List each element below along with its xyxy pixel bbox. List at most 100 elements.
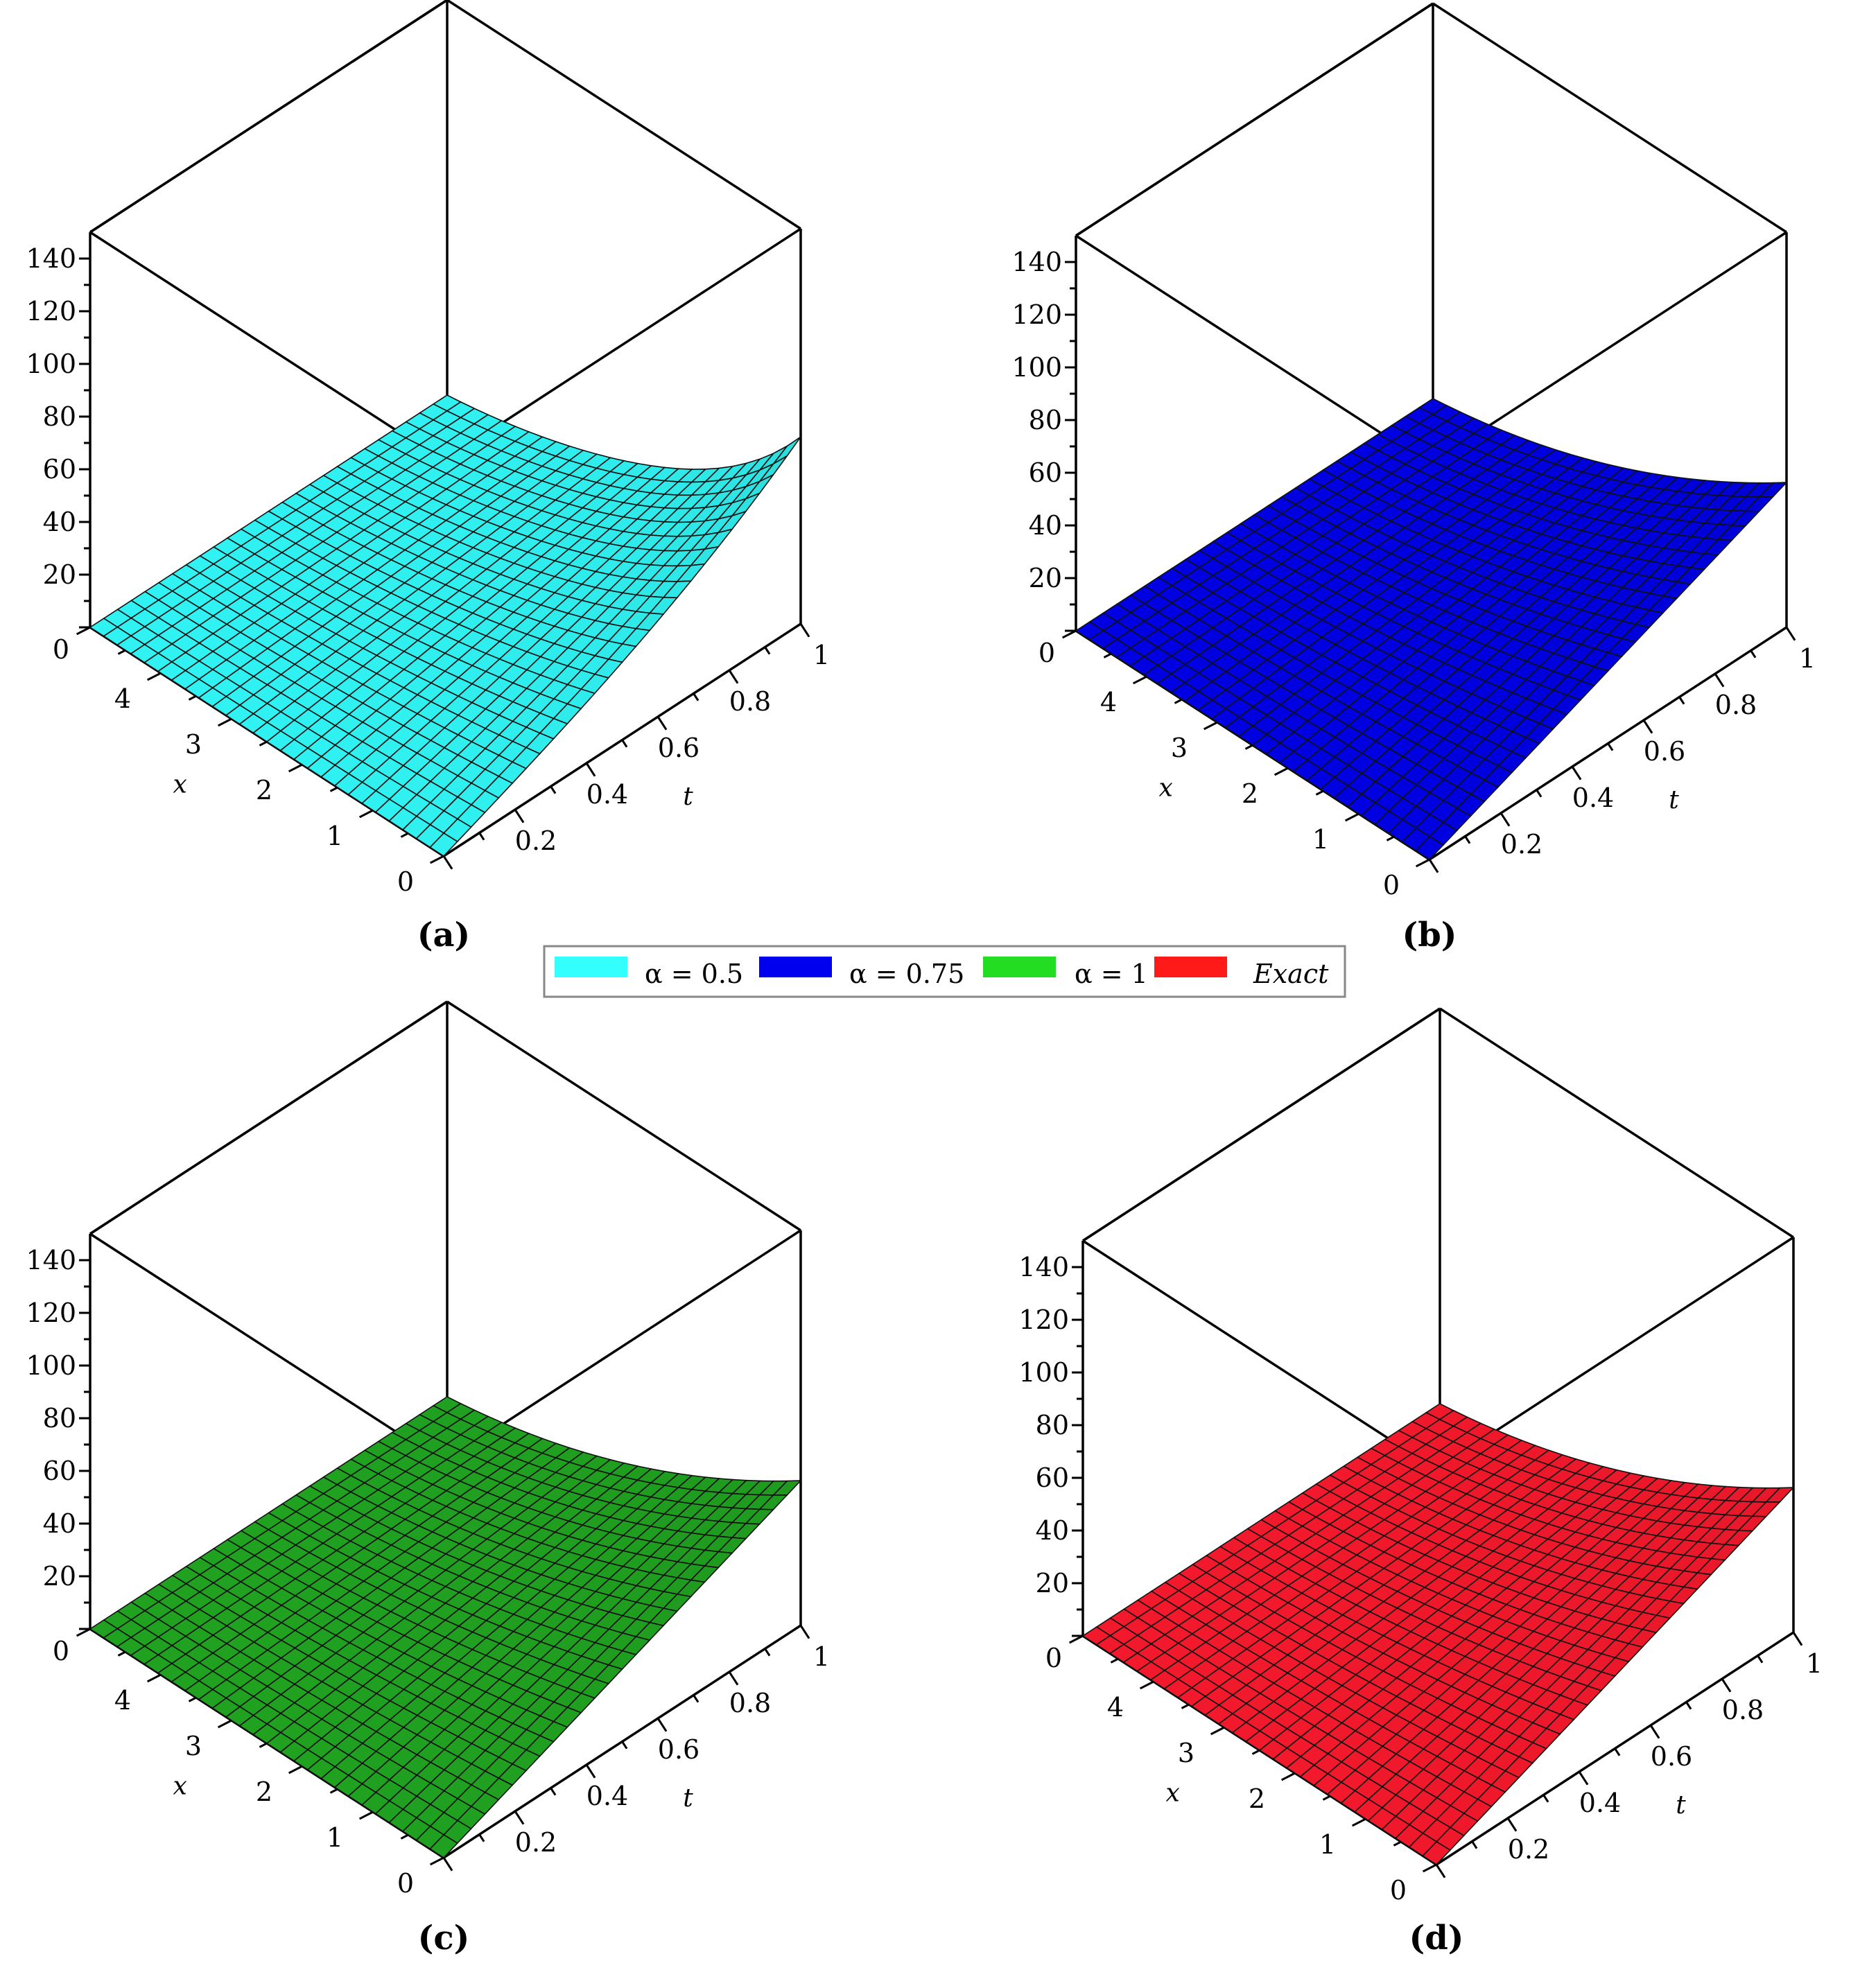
x-tick [76,626,91,636]
t-tick-label: 0.4 [1579,1788,1621,1818]
surface-plot-3: 2040608010012014001234x0.20.40.60.81t0(c… [26,1000,830,1958]
z-tick-label: 80 [1036,1410,1069,1440]
z-axis: 20 40 60 80 100 120 140 [26,243,90,629]
t-tick-label: 0.6 [1651,1741,1692,1772]
z-tick-label: 20 [43,559,76,590]
x-tick [1132,675,1147,685]
x-tick [1103,652,1112,659]
x-tick-label: 4 [1100,687,1117,717]
t-tick [1714,673,1725,688]
x-tick [1315,790,1324,796]
z-tick-label: 80 [43,401,76,432]
t-axis: 0.2 0.4 0.6 0.8 1 t [1428,627,1816,873]
box-edge [89,231,444,462]
panel-label: (d) [1409,1919,1464,1958]
t-tick [1506,1817,1518,1832]
x-tick-label: 3 [1178,1738,1194,1768]
t-tick [764,1648,771,1657]
x-axis-label: x [173,771,187,799]
x-axis-label: x [1166,1779,1180,1808]
t-tick [1678,696,1685,705]
t-tick-label: 1 [1799,643,1816,674]
x-tick [1415,858,1430,868]
panel-label: (b) [1402,916,1457,954]
t-tick [585,1764,596,1779]
t-tick [657,716,668,731]
legend: α = 0.5 α = 0.75 α = 1 Exact [543,945,1346,998]
x-tick [358,1811,374,1820]
x-tick [259,740,268,747]
x-tick [429,855,444,864]
t-tick [1471,1840,1478,1849]
t-tick-label: 1 [813,1641,830,1672]
x-tick [1251,1749,1260,1755]
legend-swatch-exact [1154,957,1227,977]
t-tick [799,623,810,638]
legend-label-alpha-1: α = 1 [1075,959,1148,989]
t-tick-label: 0.4 [586,779,628,810]
z-tick-label: 60 [1036,1463,1069,1493]
z-tick-label: 140 [26,243,76,274]
t-tick [1435,1864,1446,1878]
z-tick-label: 80 [1029,405,1062,435]
t-tick [1571,766,1582,781]
t-axis: 0.2 0.4 0.6 0.8 1 t [1435,1632,1823,1878]
surface-cell [1422,1840,1452,1866]
t-tick-label: 0.2 [1508,1834,1549,1865]
surface-mesh [1081,1403,1795,1866]
z-tick-label: 120 [1011,299,1062,330]
t-tick [442,855,453,870]
x-tick-label: 3 [1171,733,1188,763]
box-edge [1075,234,1430,466]
t-tick-label: 1 [1806,1648,1823,1679]
x-tick [217,1719,232,1729]
legend-label-alpha-0.5: α = 0.5 [645,959,743,989]
t-axis-label: t [1669,786,1679,814]
surface-plot-1: 2040608010012014001234x0.20.40.60.81t0(a… [26,0,830,954]
t-tick [1750,649,1757,659]
legend-swatch-alpha-1 [983,957,1056,977]
x-tick-label: 1 [327,1822,343,1853]
t-tick-label: 0.8 [729,1688,771,1718]
x-tick [288,763,303,773]
t-tick-label: 0.4 [586,1781,628,1811]
t-tick [693,692,699,701]
surface-mesh [89,394,801,857]
t-tick [799,1625,810,1639]
x-tick [329,786,338,792]
t-tick-label: 0.6 [658,1734,699,1765]
x-tick-label: 3 [185,1731,202,1761]
x-tick [1061,629,1077,639]
z-tick-label: 100 [1018,1357,1069,1388]
x-tick [1139,1680,1154,1690]
t-tick [1757,1655,1764,1664]
x-tick [146,1673,162,1683]
z-tick-label: 60 [43,454,76,485]
z-tick-label: 120 [26,296,76,326]
origin-tick-label: 0 [53,634,69,665]
x-tick [1244,744,1253,750]
t-tick [621,1741,628,1750]
surface-plot-2: 2040608010012014001234x0.20.40.60.81t0(b… [1011,2,1816,954]
t-tick [728,670,739,684]
x-tick [76,1628,91,1637]
t-tick-label: 0.2 [1501,829,1542,860]
origin-tick-label: 0 [1045,1643,1062,1673]
t-tick [1464,835,1471,844]
x-tick-label: 4 [114,683,131,714]
t-tick [478,832,485,841]
x-tick [1174,698,1183,704]
box-edge [446,0,801,230]
box-edge [1082,1239,1437,1471]
t-tick-label: 0.2 [515,1827,557,1858]
t-axis: 0.2 0.4 0.6 0.8 1 t [442,1625,830,1872]
legend-swatch-alpha-0.5 [555,957,627,977]
box-edge [1075,2,1434,237]
t-tick [1614,1747,1621,1756]
t-tick-label: 0.2 [515,826,557,856]
surface-cell [429,1833,459,1859]
x-tick [1386,835,1395,842]
t-tick [1578,1771,1589,1786]
t-tick [1792,1632,1803,1646]
